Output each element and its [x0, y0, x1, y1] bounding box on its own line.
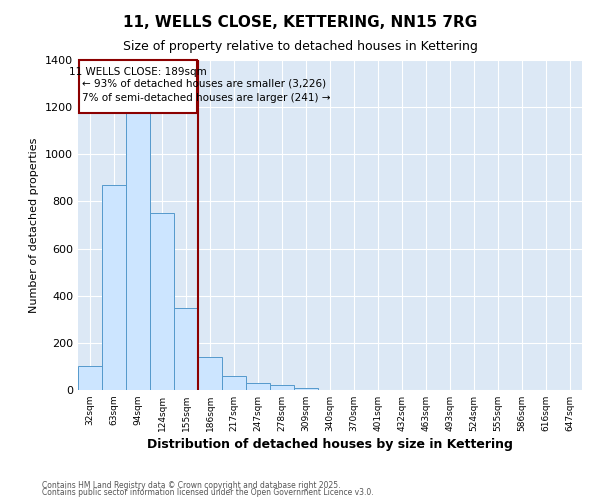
Text: Contains public sector information licensed under the Open Government Licence v3: Contains public sector information licen… — [42, 488, 374, 497]
Text: 11 WELLS CLOSE: 189sqm: 11 WELLS CLOSE: 189sqm — [69, 67, 207, 77]
Bar — [294, 388, 318, 390]
Y-axis label: Number of detached properties: Number of detached properties — [29, 138, 40, 312]
Text: 11, WELLS CLOSE, KETTERING, NN15 7RG: 11, WELLS CLOSE, KETTERING, NN15 7RG — [123, 15, 477, 30]
Bar — [270, 386, 294, 390]
Bar — [126, 112, 150, 390]
Text: ← 93% of detached houses are smaller (3,226): ← 93% of detached houses are smaller (3,… — [82, 79, 326, 89]
Bar — [102, 185, 126, 390]
Bar — [78, 366, 102, 390]
Bar — [246, 383, 270, 390]
Text: Size of property relative to detached houses in Kettering: Size of property relative to detached ho… — [122, 40, 478, 53]
Bar — [222, 376, 246, 390]
X-axis label: Distribution of detached houses by size in Kettering: Distribution of detached houses by size … — [147, 438, 513, 451]
Text: Contains HM Land Registry data © Crown copyright and database right 2025.: Contains HM Land Registry data © Crown c… — [42, 480, 341, 490]
Bar — [150, 213, 174, 390]
Text: 7% of semi-detached houses are larger (241) →: 7% of semi-detached houses are larger (2… — [82, 93, 330, 103]
FancyBboxPatch shape — [79, 60, 197, 113]
Bar — [198, 357, 222, 390]
Bar — [174, 308, 198, 390]
